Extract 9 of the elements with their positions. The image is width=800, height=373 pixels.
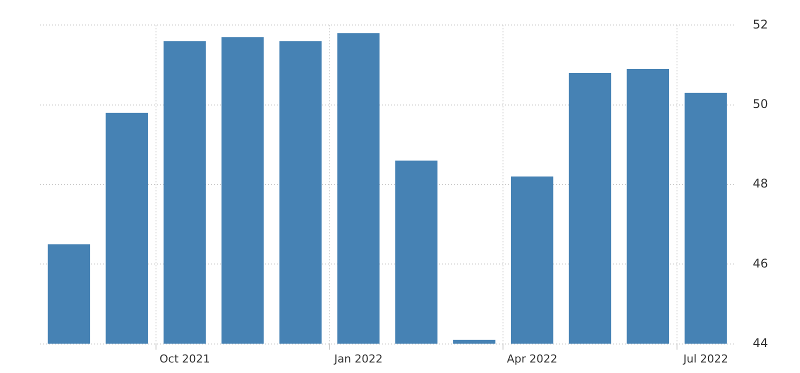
y-tick-label: 48 (752, 176, 768, 191)
x-tick-label: Oct 2021 (159, 352, 210, 366)
y-tick-label: 50 (752, 96, 768, 111)
y-tick-label: 46 (752, 256, 768, 270)
x-tick-label: Jul 2022 (682, 352, 728, 366)
x-tick-label: Apr 2022 (506, 352, 558, 366)
x-tick-label: Jan 2022 (333, 352, 383, 366)
y-tick-label: 44 (752, 336, 768, 350)
y-tick-label: 52 (752, 17, 768, 32)
